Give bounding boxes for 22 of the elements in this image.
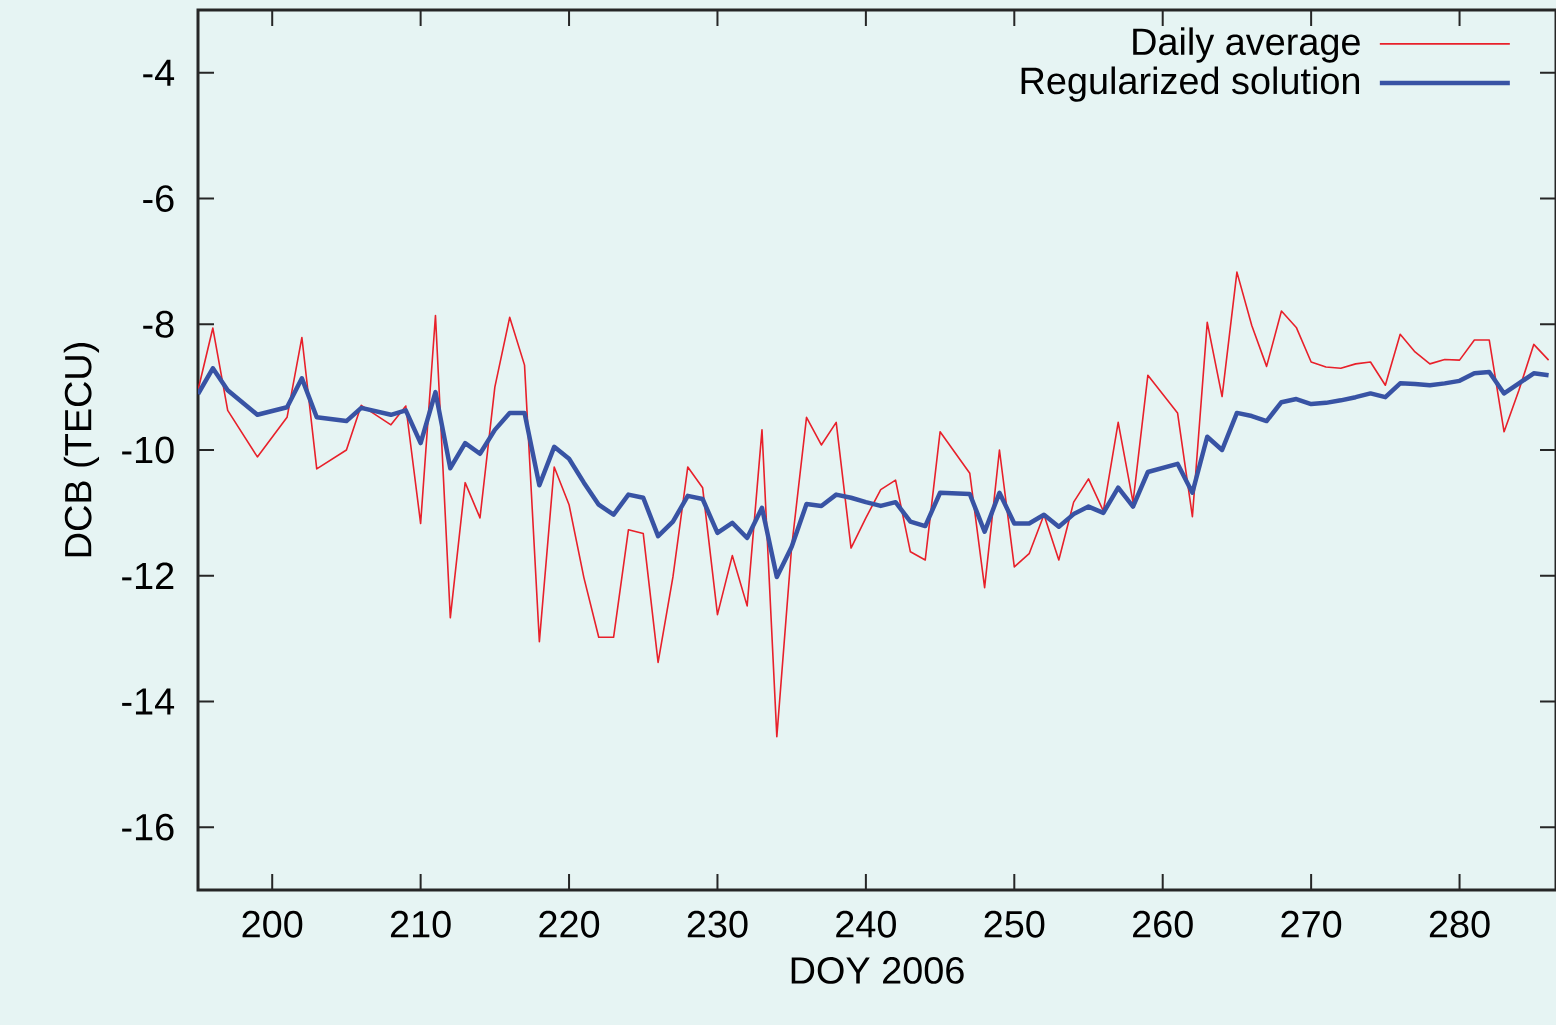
- x-tick-label: 240: [836, 910, 896, 938]
- x-tick-label: 230: [687, 910, 748, 938]
- y-tick-label: -14: [122, 688, 175, 715]
- x-tick-label: 220: [539, 910, 600, 938]
- y-tick-label: -12: [122, 562, 174, 589]
- line-series: [198, 366, 1551, 580]
- x-axis-title: DOY 2006: [791, 957, 964, 984]
- y-tick-label: -16: [122, 813, 174, 841]
- line-series: [198, 271, 1550, 738]
- y-tick-label: -10: [122, 436, 174, 464]
- x-tick-label: 260: [1133, 910, 1193, 938]
- legend-label: Regularized solution: [1021, 66, 1360, 102]
- y-tick-label: -4: [143, 59, 175, 86]
- y-axis-title: DCB (TECU): [63, 343, 100, 557]
- x-tick-label: 270: [1281, 910, 1342, 938]
- legend-label: Daily average: [1133, 27, 1360, 63]
- x-tick-label: 200: [242, 910, 303, 938]
- x-tick-label: 280: [1429, 910, 1490, 938]
- y-tick-label: -8: [143, 310, 174, 338]
- y-tick-label: -6: [143, 185, 174, 212]
- x-tick-label: 250: [984, 910, 1045, 938]
- x-tick-label: 210: [390, 910, 451, 938]
